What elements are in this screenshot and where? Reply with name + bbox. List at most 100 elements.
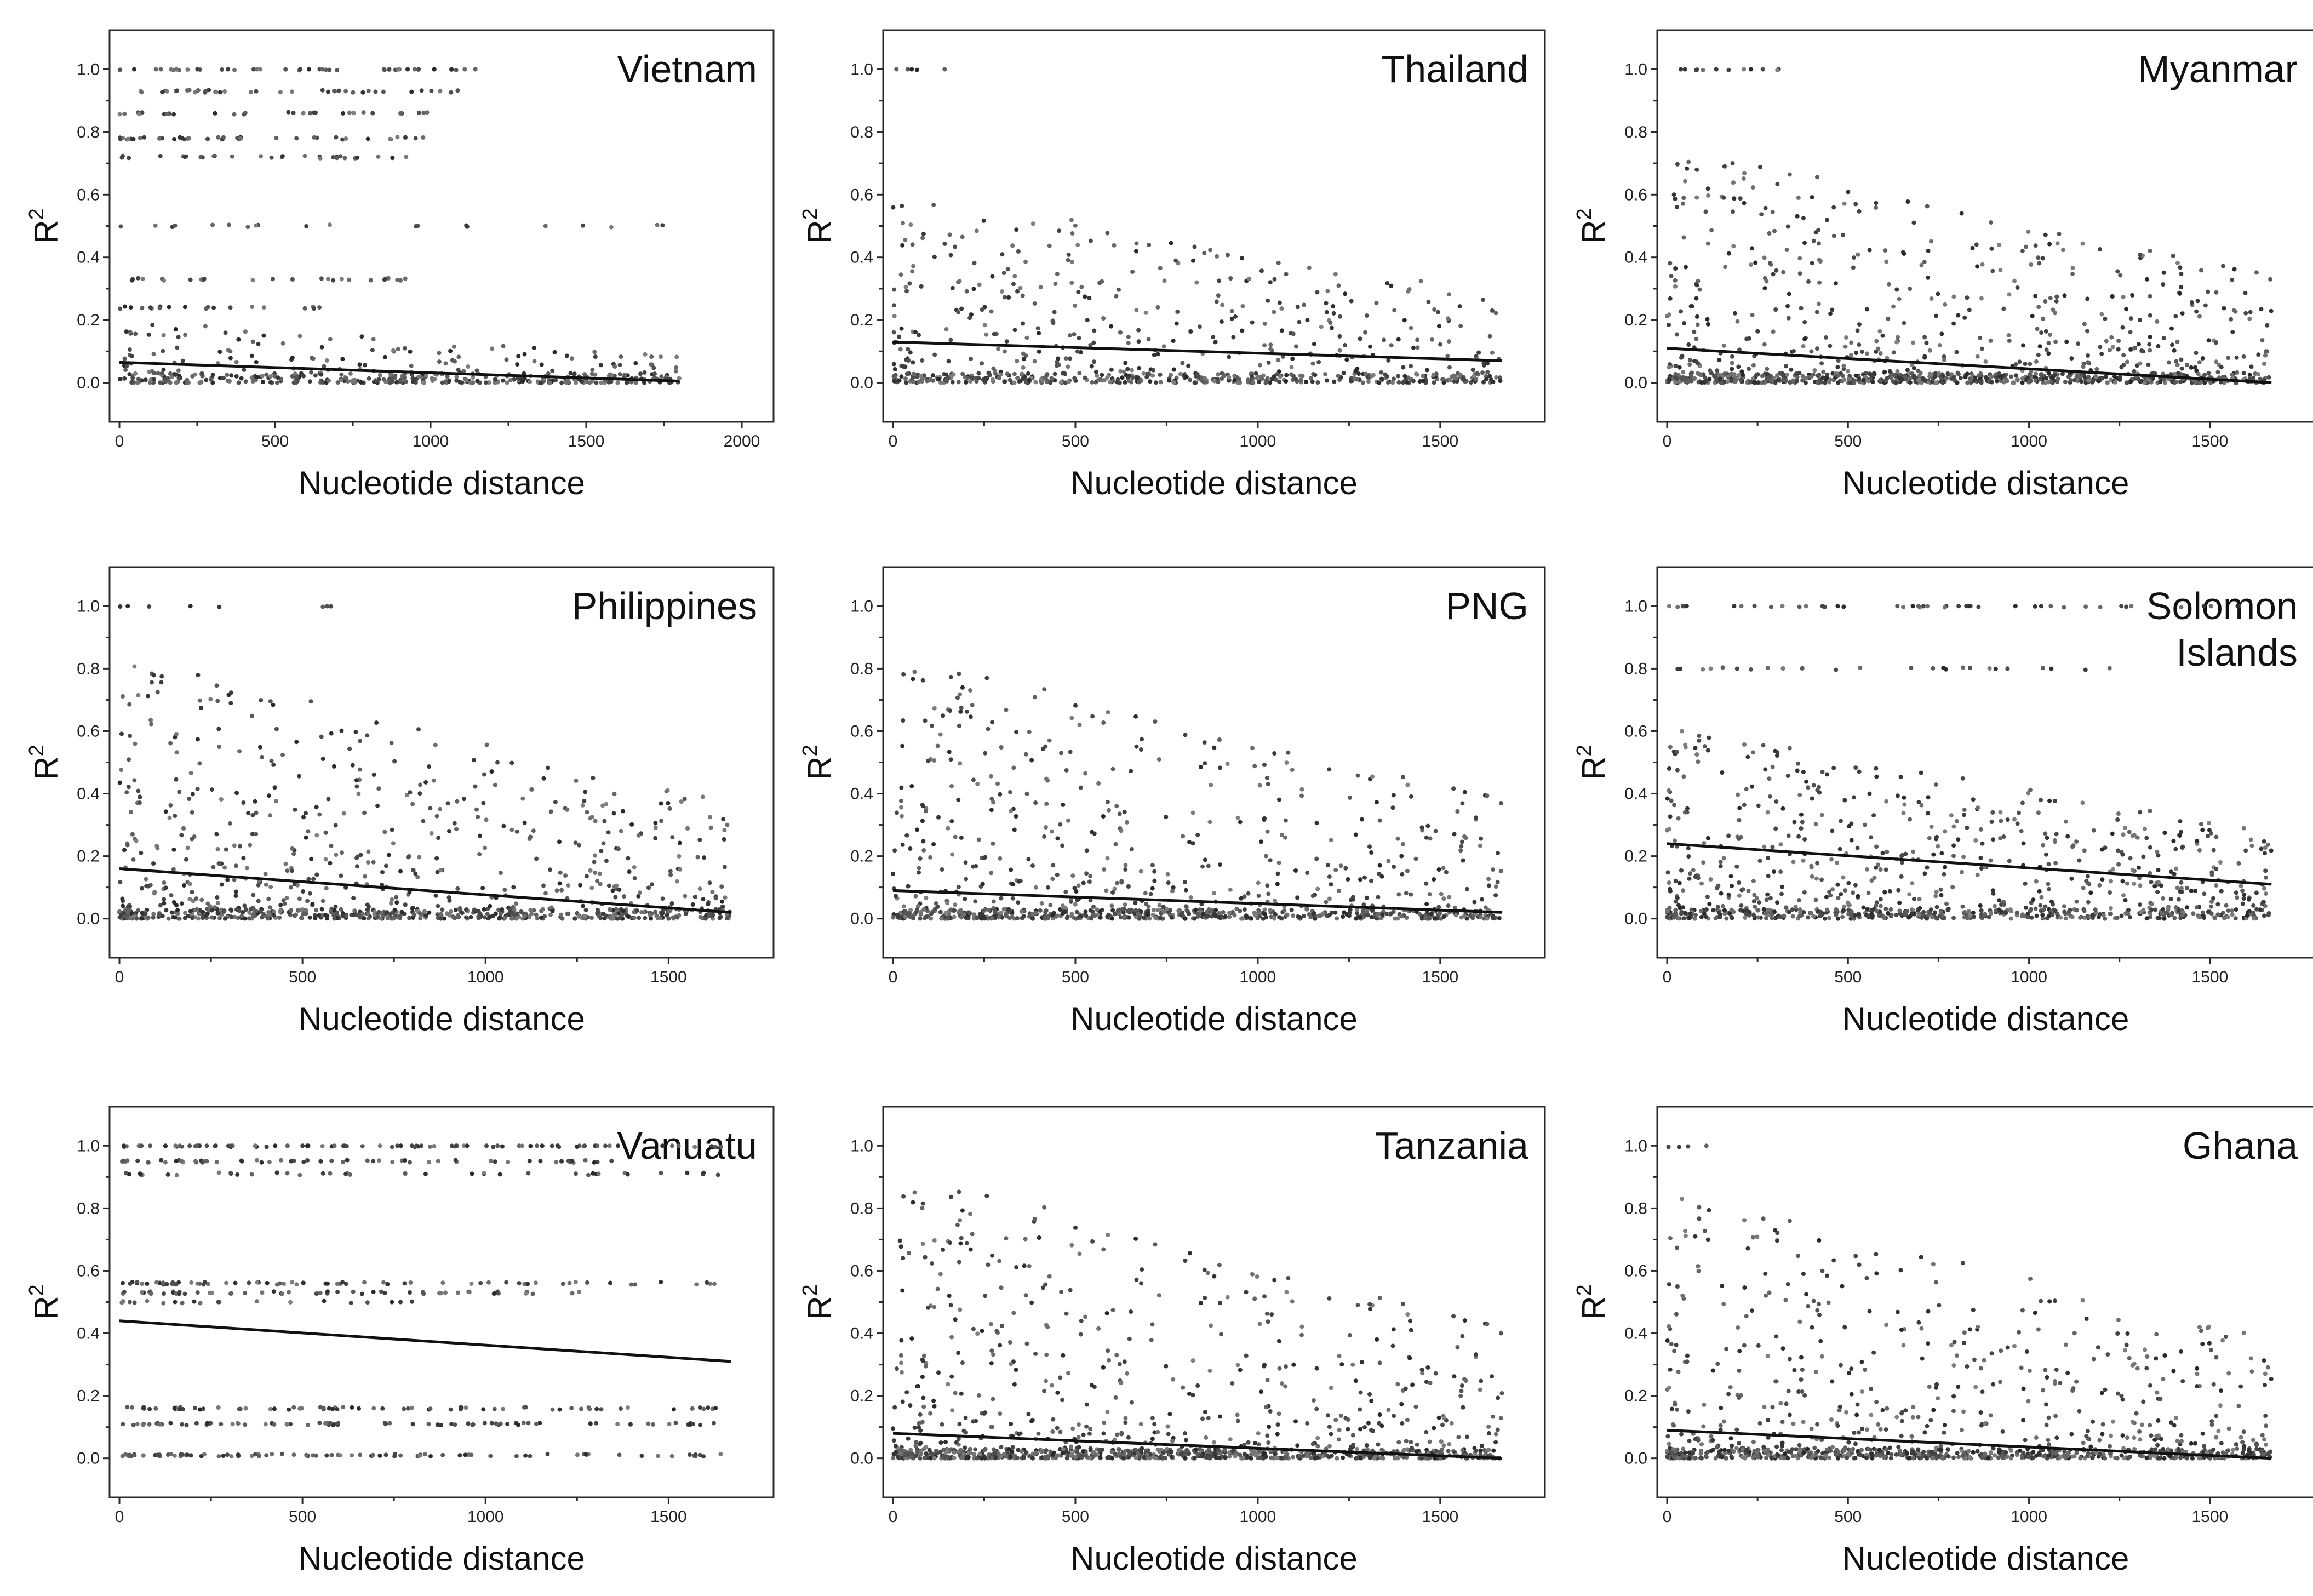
data-point <box>1090 714 1095 719</box>
data-point <box>1382 337 1386 342</box>
data-point <box>1677 379 1682 384</box>
data-point <box>606 883 611 888</box>
data-point <box>1276 260 1281 265</box>
data-point <box>968 688 972 693</box>
data-point <box>1400 842 1405 846</box>
data-point <box>1846 369 1851 374</box>
data-point <box>1055 359 1060 364</box>
data-point <box>1802 241 1807 245</box>
data-point <box>940 867 944 872</box>
data-point <box>1283 835 1288 840</box>
data-point <box>2043 299 2048 304</box>
data-point <box>194 896 199 901</box>
data-point <box>308 699 313 704</box>
data-point <box>1201 380 1206 385</box>
data-point <box>723 895 728 900</box>
data-point <box>1697 287 1702 292</box>
regression-line <box>119 867 731 914</box>
data-point <box>323 830 328 835</box>
data-point <box>1134 241 1139 246</box>
data-point <box>395 135 400 140</box>
data-point <box>983 751 988 756</box>
data-point <box>1101 720 1106 725</box>
data-point <box>187 797 192 801</box>
data-point <box>720 899 725 904</box>
data-point <box>1823 380 1827 385</box>
data-point <box>2128 379 2133 384</box>
data-point <box>339 873 343 878</box>
data-point <box>2194 368 2199 373</box>
data-point <box>1498 800 1503 805</box>
data-point <box>151 352 156 357</box>
data-point <box>1313 916 1318 921</box>
data-point <box>1118 330 1123 335</box>
data-point <box>454 378 459 383</box>
panel-title: PNG <box>1445 585 1528 627</box>
data-point <box>118 377 123 382</box>
data-point <box>1137 365 1142 370</box>
data-point <box>1022 357 1026 362</box>
data-point <box>1874 201 1879 205</box>
data-point <box>385 910 390 915</box>
data-point <box>969 356 974 361</box>
data-point <box>1803 380 1808 385</box>
data-point <box>232 112 237 117</box>
data-point <box>2208 604 2213 609</box>
data-point <box>377 373 382 377</box>
data-point <box>1000 289 1004 294</box>
data-point <box>371 860 376 865</box>
data-point <box>685 826 690 831</box>
data-point <box>1729 371 1734 376</box>
data-point <box>1673 266 1678 271</box>
data-point <box>955 695 960 700</box>
data-point <box>697 886 702 891</box>
data-point <box>1709 228 1714 233</box>
data-point <box>408 790 413 795</box>
data-point <box>1251 380 1256 385</box>
data-point <box>953 834 958 839</box>
data-point <box>1426 300 1431 304</box>
data-point <box>1186 363 1191 368</box>
data-point <box>1158 380 1163 385</box>
data-point <box>588 816 593 821</box>
data-point <box>1293 376 1298 381</box>
data-point <box>1194 280 1199 285</box>
data-point <box>998 372 1003 377</box>
data-point <box>2033 378 2038 382</box>
data-point <box>168 380 173 385</box>
data-point <box>2132 369 2137 374</box>
data-point <box>2044 376 2049 381</box>
data-point <box>944 327 949 331</box>
data-point <box>1320 911 1325 916</box>
data-point <box>1927 374 1932 379</box>
data-point <box>1902 251 1906 256</box>
data-point <box>1680 604 1685 609</box>
data-point <box>1902 795 1906 800</box>
data-point <box>2162 377 2167 382</box>
data-point <box>1075 243 1080 248</box>
data-point <box>971 287 976 291</box>
data-point <box>2241 354 2246 359</box>
data-point <box>1246 891 1251 896</box>
data-point <box>1748 380 1753 385</box>
data-point <box>1453 913 1458 918</box>
data-point <box>327 222 332 227</box>
data-point <box>922 916 927 920</box>
data-point <box>2047 371 2051 376</box>
data-point <box>2175 363 2180 368</box>
data-point <box>725 822 730 827</box>
data-point <box>1257 914 1262 919</box>
data-point <box>892 287 897 292</box>
data-point <box>1678 666 1683 671</box>
data-point <box>1004 339 1009 344</box>
data-point <box>174 732 179 736</box>
data-point <box>921 848 926 853</box>
data-point <box>242 903 247 908</box>
x-tick-label: 1500 <box>1422 968 1458 986</box>
data-point <box>1871 371 1876 376</box>
data-point <box>1364 371 1369 376</box>
data-point <box>1731 244 1736 249</box>
data-point <box>1027 914 1032 919</box>
data-point <box>891 915 896 920</box>
data-point <box>1458 848 1463 853</box>
